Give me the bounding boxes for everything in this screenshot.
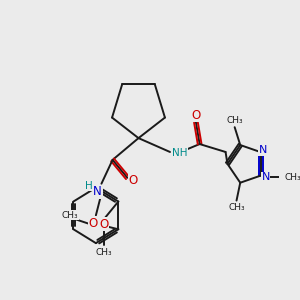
Text: CH₃: CH₃ xyxy=(95,248,112,256)
Text: NH: NH xyxy=(172,148,187,158)
Text: N: N xyxy=(93,185,102,198)
Text: CH₃: CH₃ xyxy=(284,173,300,182)
Text: O: O xyxy=(89,217,98,230)
Text: CH₃: CH₃ xyxy=(226,116,243,125)
Text: CH₃: CH₃ xyxy=(228,203,245,212)
Text: O: O xyxy=(128,174,138,187)
Text: H: H xyxy=(85,181,92,191)
Text: N: N xyxy=(261,172,270,182)
Text: O: O xyxy=(191,109,201,122)
Text: CH₃: CH₃ xyxy=(62,211,79,220)
Text: O: O xyxy=(99,218,108,231)
Text: N: N xyxy=(259,145,267,155)
